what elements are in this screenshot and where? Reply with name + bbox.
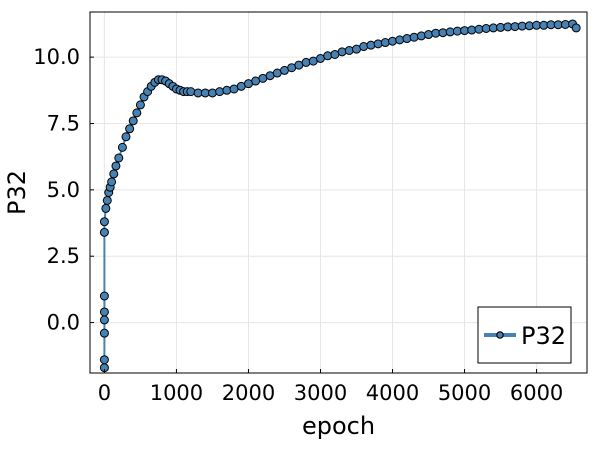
- data-point: [301, 57, 311, 67]
- y-axis-label: P32: [3, 170, 31, 215]
- data-point: [222, 85, 232, 95]
- data-point: [359, 42, 369, 52]
- data-point: [395, 35, 405, 45]
- data-point: [373, 39, 383, 49]
- data-point: [186, 87, 196, 97]
- data-point: [99, 217, 109, 227]
- data-point: [101, 203, 111, 213]
- y-tick-label: 0.0: [47, 311, 80, 335]
- data-point: [409, 32, 419, 42]
- data-point: [323, 51, 333, 61]
- y-tick-label: 2.5: [47, 244, 80, 268]
- data-point: [99, 355, 109, 365]
- data-point: [380, 38, 390, 48]
- data-point: [424, 30, 434, 40]
- y-tick-label: 10.0: [33, 45, 80, 69]
- data-point: [207, 88, 217, 98]
- data-point: [416, 31, 426, 41]
- data-point: [337, 47, 347, 57]
- data-point: [128, 116, 138, 126]
- data-point: [388, 36, 398, 46]
- data-point: [117, 142, 127, 152]
- data-point: [125, 124, 135, 134]
- data-point: [99, 291, 109, 301]
- x-axis-label: epoch: [302, 412, 375, 440]
- legend: P32: [477, 306, 572, 364]
- data-point: [121, 132, 131, 142]
- data-point: [135, 100, 145, 110]
- data-point: [132, 108, 142, 118]
- data-point: [114, 153, 124, 163]
- data-point: [366, 40, 376, 50]
- data-point: [402, 34, 412, 44]
- data-point: [344, 45, 354, 55]
- data-point: [99, 227, 109, 237]
- plot-frame: [89, 11, 588, 374]
- series-layer: [99, 19, 581, 373]
- data-point: [111, 161, 121, 171]
- grid-layer: [90, 12, 587, 373]
- ticks-layer: 0 1000 2000 3000 4000 5000 6000 0.0 2.5 5.0 7.5 10.…: [33, 45, 563, 405]
- x-tick-label: 1000: [150, 381, 203, 405]
- x-tick-label: 2000: [222, 381, 275, 405]
- legend-marker-swatch: [496, 331, 504, 339]
- x-tick-label: 5000: [438, 381, 491, 405]
- x-tick-label: 3000: [294, 381, 347, 405]
- data-point: [99, 315, 109, 325]
- data-point: [102, 195, 112, 205]
- legend-label: P32: [521, 322, 566, 350]
- data-point: [99, 307, 109, 317]
- x-tick-label: 0: [98, 381, 111, 405]
- data-point: [109, 169, 119, 179]
- data-point: [99, 328, 109, 338]
- x-tick-label: 4000: [366, 381, 419, 405]
- data-point: [571, 23, 581, 33]
- data-point: [107, 177, 117, 187]
- y-tick-label: 7.5: [47, 111, 80, 135]
- data-point: [215, 87, 225, 97]
- x-tick-label: 6000: [510, 381, 563, 405]
- y-tick-label: 5.0: [47, 178, 80, 202]
